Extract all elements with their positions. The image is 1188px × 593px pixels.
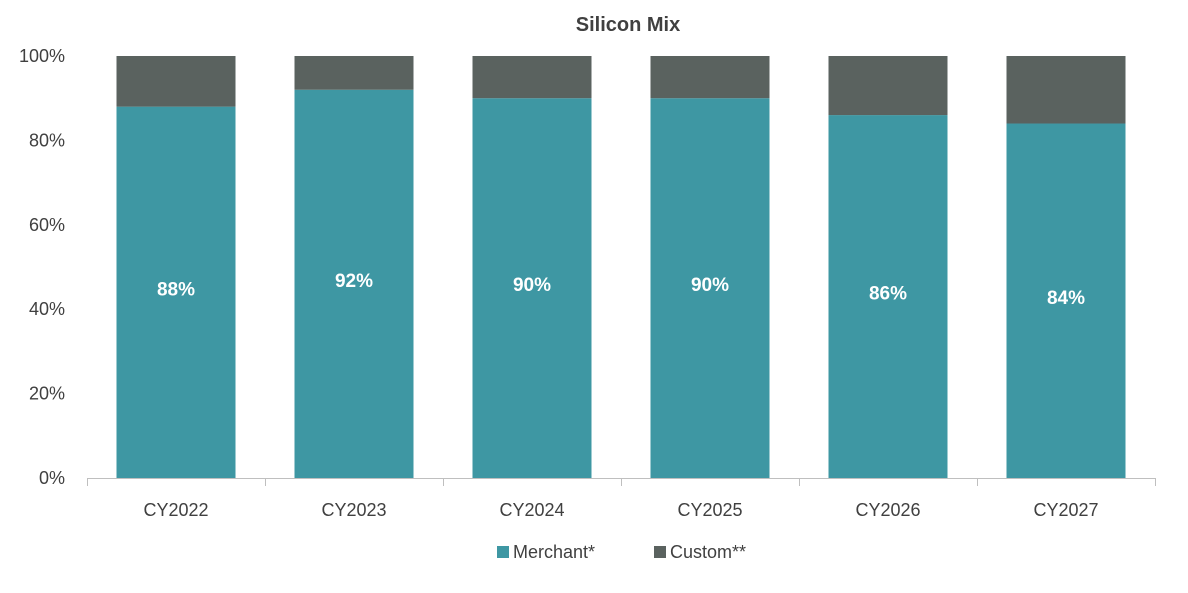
bar-segment-custom [1006, 56, 1126, 124]
x-tick-label: CY2023 [321, 500, 386, 520]
y-axis: 0% 20% 40% 60% 80% 100% [19, 46, 65, 488]
legend: Merchant* Custom** [497, 542, 746, 562]
bar-segment-merchant [116, 106, 236, 478]
data-label: 90% [513, 275, 551, 296]
data-label: 88% [157, 279, 195, 300]
bar-segment-custom [828, 56, 948, 116]
legend-swatch [497, 546, 509, 558]
chart-title: Silicon Mix [576, 14, 680, 36]
bar-segment-merchant [650, 98, 770, 478]
x-tick-label: CY2025 [677, 500, 742, 520]
data-label: 90% [691, 275, 729, 296]
bar-segment-custom [294, 56, 414, 90]
bar-segment-merchant [1006, 123, 1126, 479]
y-tick-label: 100% [19, 46, 65, 66]
y-tick-label: 60% [29, 215, 65, 235]
bar-segment-custom [472, 56, 592, 99]
y-tick-label: 0% [39, 468, 65, 488]
bar-segment-custom [650, 56, 770, 99]
data-label: 84% [1047, 288, 1085, 309]
legend-label: Custom** [670, 542, 746, 562]
x-axis: CY2022 CY2023 CY2024 CY2025 CY2026 CY2027 [87, 478, 1156, 520]
x-tick-label: CY2022 [143, 500, 208, 520]
y-tick-label: 80% [29, 130, 65, 150]
data-label: 86% [869, 284, 907, 305]
y-tick-label: 40% [29, 299, 65, 319]
legend-label: Merchant* [513, 542, 595, 562]
bar-segment-merchant [294, 89, 414, 478]
legend-swatch [654, 546, 666, 558]
x-tick-label: CY2024 [499, 500, 564, 520]
bar-segment-merchant [828, 115, 948, 478]
bars: 88% 92% 90% 90% 86% 84% [116, 56, 1126, 479]
y-tick-label: 20% [29, 384, 65, 404]
bar-segment-merchant [472, 98, 592, 478]
bar-segment-custom [116, 56, 236, 107]
x-tick-label: CY2026 [855, 500, 920, 520]
x-tick-label: CY2027 [1033, 500, 1098, 520]
data-label: 92% [335, 271, 373, 292]
